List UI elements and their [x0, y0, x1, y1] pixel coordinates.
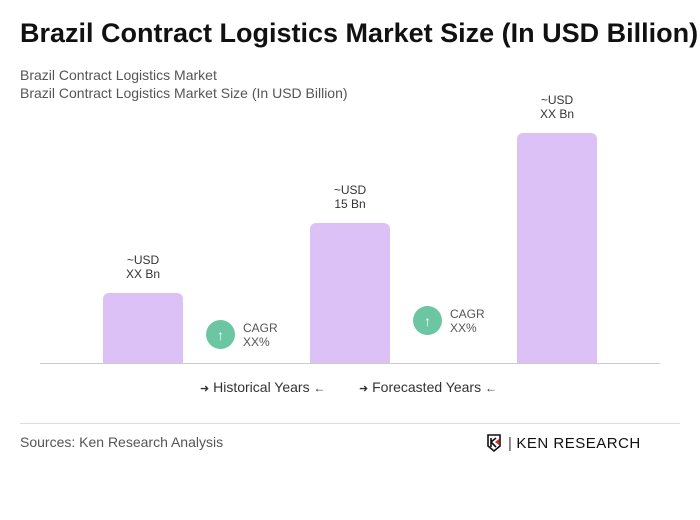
legend-label: Forecasted Years [372, 379, 482, 395]
bar [310, 223, 390, 363]
legend-label: Historical Years [213, 379, 310, 395]
x-axis [40, 363, 660, 364]
arrow-left-icon: ← [484, 381, 497, 395]
cagr-value: XX% [450, 320, 477, 335]
data-label: ~USD XX Bn [83, 253, 203, 281]
cagr-label: CAGR [243, 320, 278, 335]
bar [103, 293, 183, 363]
data-label: ~USD 15 Bn [290, 183, 410, 211]
arrow-right-icon: ➜ [200, 383, 210, 395]
arrow-right-icon: ➜ [359, 383, 369, 395]
legend-historical: ➜ Historical Years ← [200, 379, 326, 395]
data-label-line: XX Bn [125, 267, 161, 281]
logo-text: KEN RESEARCH [516, 434, 641, 452]
arrow-up-icon: ↑ [413, 306, 442, 335]
data-label-line: ~USD [126, 253, 160, 267]
data-label-line: XX Bn [539, 107, 575, 122]
data-label: ~USD XX Bn [497, 93, 617, 121]
divider [20, 423, 680, 424]
data-label-line: ~USD [333, 183, 367, 197]
arrow-left-icon: ← [313, 381, 326, 395]
data-label-line: ~USD [540, 93, 574, 108]
chart-title: Brazil Contract Logistics Market Size (I… [20, 18, 699, 48]
cagr-value: XX% [243, 334, 270, 349]
data-label-line: 15 Bn [334, 197, 366, 211]
chart-subtitle: Brazil Contract Logistics Market [20, 67, 217, 83]
bar [517, 133, 597, 363]
chart-subtitle-2: Brazil Contract Logistics Market Size (I… [20, 85, 348, 101]
arrow-up-icon: ↑ [206, 320, 235, 349]
logo-mark-icon [487, 434, 501, 453]
sources: Sources: Ken Research Analysis [20, 434, 224, 450]
ken-research-logo: | KEN RESEARCH [486, 433, 641, 453]
legend-forecasted: ➜ Forecasted Years ← [359, 379, 497, 395]
cagr-badge-1: ↑ CAGR XX% [206, 320, 278, 349]
cagr-label: CAGR [450, 306, 485, 321]
cagr-badge-2: ↑ CAGR XX% [413, 306, 485, 335]
